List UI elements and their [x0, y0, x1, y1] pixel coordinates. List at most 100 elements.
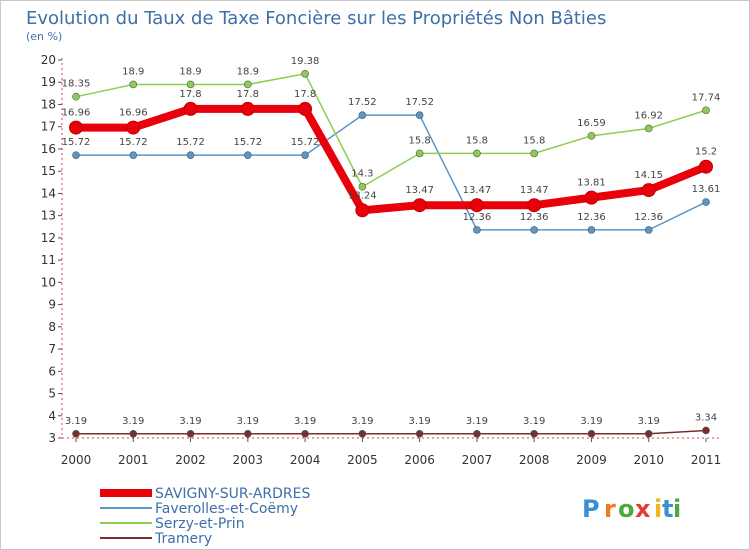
data-point	[72, 151, 80, 159]
data-point	[69, 120, 83, 135]
logo-letter: r	[604, 495, 616, 523]
y-tick-label: 7	[48, 342, 56, 356]
y-tick-label: 9	[48, 298, 56, 312]
data-point	[240, 101, 255, 116]
x-tick-label: 2001	[118, 453, 149, 467]
data-label: 15.8	[466, 135, 488, 146]
data-label: 17.8	[179, 89, 201, 100]
y-tick-label: 19	[41, 75, 56, 89]
data-point	[186, 80, 195, 89]
data-point	[587, 429, 596, 438]
y-tick-label: 11	[41, 253, 56, 267]
data-label: 3.19	[523, 416, 545, 427]
logo-letter: o	[618, 495, 635, 523]
data-point	[644, 429, 653, 438]
data-label: 17.8	[237, 89, 259, 100]
data-point	[301, 429, 309, 438]
data-point	[183, 101, 198, 116]
data-label: 15.72	[119, 137, 148, 148]
data-point	[129, 80, 138, 89]
data-label: 15.72	[233, 137, 262, 148]
data-point	[301, 151, 309, 159]
data-label: 3.19	[179, 416, 201, 427]
data-point	[473, 429, 481, 438]
data-point	[584, 190, 599, 205]
data-point	[298, 101, 313, 116]
data-point	[702, 426, 710, 435]
data-point	[358, 429, 367, 438]
x-tick-label: 2005	[347, 453, 378, 467]
logo-letter: i	[654, 495, 662, 523]
data-label: 12.36	[577, 212, 606, 223]
y-tick-label: 18	[41, 97, 56, 111]
data-point	[358, 111, 367, 119]
data-label: 3.19	[122, 416, 144, 427]
data-label: 18.9	[179, 66, 201, 77]
data-label: 15.72	[62, 137, 91, 148]
y-tick-label: 5	[48, 387, 56, 401]
x-tick-label: 2006	[404, 453, 435, 467]
data-label: 3.19	[466, 416, 488, 427]
data-label: 17.52	[405, 97, 434, 108]
data-label: 15.8	[409, 135, 431, 146]
data-label: 3.19	[580, 416, 602, 427]
data-label: 13.47	[405, 185, 434, 196]
data-label: 16.92	[634, 110, 663, 121]
data-label: 17.8	[294, 89, 316, 100]
y-tick-label: 13	[41, 209, 56, 223]
data-label: 3.19	[638, 416, 660, 427]
logo-letter: t	[662, 495, 673, 523]
legend-label: SAVIGNY-SUR-ARDRES	[155, 486, 310, 502]
x-tick-label: 2004	[290, 453, 321, 467]
x-tick-label: 2000	[61, 453, 92, 467]
data-point	[358, 182, 367, 191]
data-label: 3.34	[695, 412, 717, 423]
data-label: 13.81	[577, 178, 606, 189]
legend-label: Tramery	[154, 531, 212, 547]
y-tick-label: 8	[48, 320, 56, 334]
y-tick-label: 4	[48, 409, 56, 423]
data-point	[530, 226, 538, 234]
chart-title: Evolution du Taux de Taxe Foncière sur l…	[26, 8, 606, 29]
data-label: 15.2	[695, 147, 717, 158]
data-label: 18.9	[237, 66, 259, 77]
data-point	[641, 183, 656, 198]
series-line	[72, 104, 710, 215]
data-point	[415, 111, 424, 119]
series-tramery: 3.19 3.19 3.19 3.19 3.19 3.19 3.19 3.19 3.19 3.19…	[65, 412, 717, 438]
data-label: 13.24	[348, 190, 377, 201]
legend-label: Serzy-et-Prin	[155, 516, 245, 532]
data-label: 13.47	[463, 185, 492, 196]
series-line	[75, 114, 707, 231]
x-tick-label: 2002	[175, 453, 206, 467]
data-point	[72, 92, 80, 101]
data-point	[244, 80, 252, 89]
data-point	[186, 151, 195, 159]
y-tick-label: 15	[41, 164, 56, 178]
data-label: 12.36	[634, 212, 663, 223]
y-tick-label: 3	[48, 431, 56, 445]
data-point	[530, 149, 538, 158]
chart-subtitle: (en %)	[26, 30, 62, 43]
data-point	[587, 226, 596, 234]
data-label: 15.8	[523, 135, 545, 146]
logo-letter: x	[635, 495, 651, 523]
x-tick-label: 2009	[576, 453, 607, 467]
data-label: 3.19	[65, 416, 87, 427]
data-label: 16.96	[119, 108, 148, 119]
data-point	[355, 203, 370, 218]
data-point	[644, 124, 653, 133]
data-point	[473, 226, 481, 234]
data-label: 3.19	[237, 416, 259, 427]
data-point	[699, 159, 713, 174]
data-point	[527, 198, 542, 213]
series-layer: 3.19 3.19 3.19 3.19 3.19 3.19 3.19 3.19 3.19 3.19…	[62, 56, 720, 438]
y-tick-label: 12	[41, 231, 56, 245]
data-label: 14.3	[351, 169, 373, 180]
data-point	[186, 429, 195, 438]
data-label: 17.52	[348, 97, 377, 108]
data-label: 16.96	[62, 108, 91, 119]
x-tick-label: 2003	[233, 453, 264, 467]
